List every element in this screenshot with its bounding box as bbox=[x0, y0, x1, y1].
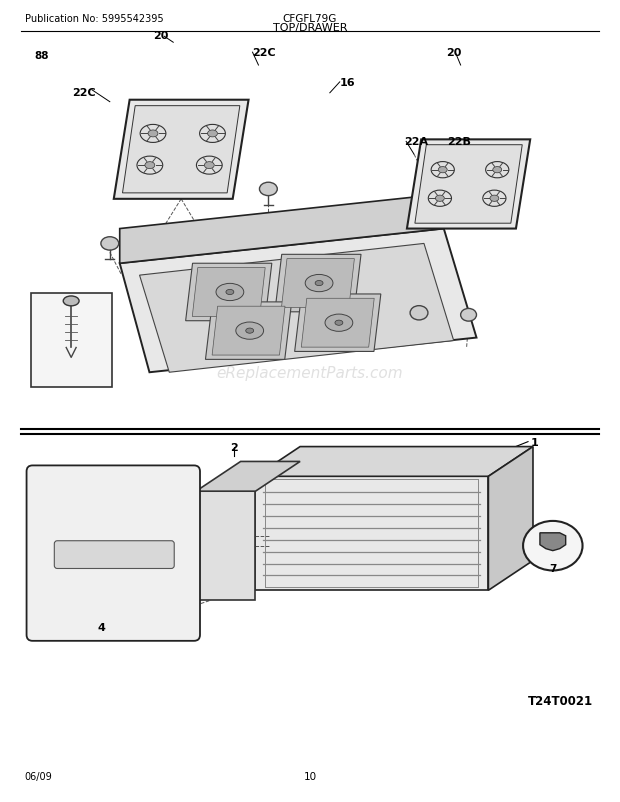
Ellipse shape bbox=[205, 163, 215, 169]
Polygon shape bbox=[294, 294, 381, 352]
Ellipse shape bbox=[305, 275, 333, 292]
FancyBboxPatch shape bbox=[55, 541, 174, 569]
Polygon shape bbox=[415, 145, 522, 224]
Polygon shape bbox=[114, 100, 249, 200]
Text: 22C: 22C bbox=[252, 48, 276, 58]
Polygon shape bbox=[407, 140, 530, 229]
Text: 88: 88 bbox=[35, 51, 49, 61]
Text: 22C: 22C bbox=[72, 87, 95, 98]
Text: 7: 7 bbox=[549, 563, 557, 573]
Ellipse shape bbox=[461, 309, 477, 322]
Polygon shape bbox=[30, 294, 112, 387]
Ellipse shape bbox=[259, 183, 277, 196]
Text: 22B: 22B bbox=[447, 137, 471, 148]
Ellipse shape bbox=[208, 131, 218, 138]
Ellipse shape bbox=[101, 237, 118, 251]
Ellipse shape bbox=[236, 322, 264, 340]
Ellipse shape bbox=[438, 168, 447, 173]
Text: 16: 16 bbox=[340, 78, 355, 87]
Text: 22A: 22A bbox=[404, 137, 428, 148]
Ellipse shape bbox=[435, 196, 445, 202]
Text: 20: 20 bbox=[153, 31, 169, 41]
FancyBboxPatch shape bbox=[27, 466, 200, 641]
Text: 20: 20 bbox=[446, 48, 461, 58]
Polygon shape bbox=[301, 299, 374, 348]
Polygon shape bbox=[255, 447, 533, 476]
Polygon shape bbox=[489, 447, 533, 590]
Ellipse shape bbox=[493, 168, 502, 173]
Polygon shape bbox=[255, 476, 489, 590]
Ellipse shape bbox=[145, 163, 155, 169]
Ellipse shape bbox=[410, 306, 428, 321]
Text: 1: 1 bbox=[531, 437, 539, 448]
Polygon shape bbox=[120, 195, 444, 264]
Text: T24T0021: T24T0021 bbox=[528, 695, 593, 707]
Text: TOP/DRAWER: TOP/DRAWER bbox=[273, 23, 347, 34]
Polygon shape bbox=[281, 259, 355, 308]
Polygon shape bbox=[196, 492, 255, 601]
Text: 4: 4 bbox=[98, 622, 106, 632]
Text: CFGFL79G: CFGFL79G bbox=[283, 14, 337, 23]
Polygon shape bbox=[123, 107, 240, 193]
Ellipse shape bbox=[523, 521, 583, 571]
Polygon shape bbox=[196, 462, 300, 492]
Ellipse shape bbox=[325, 314, 353, 332]
Text: 06/09: 06/09 bbox=[25, 771, 52, 780]
Ellipse shape bbox=[335, 321, 343, 326]
Ellipse shape bbox=[490, 196, 499, 202]
Ellipse shape bbox=[148, 131, 158, 138]
Text: eReplacementParts.com: eReplacementParts.com bbox=[216, 365, 404, 380]
Text: 2: 2 bbox=[230, 442, 237, 452]
Polygon shape bbox=[275, 255, 361, 313]
Ellipse shape bbox=[315, 282, 323, 286]
Polygon shape bbox=[540, 533, 565, 551]
Ellipse shape bbox=[246, 329, 254, 334]
Polygon shape bbox=[205, 302, 291, 360]
Polygon shape bbox=[140, 244, 454, 373]
Text: Publication No: 5995542395: Publication No: 5995542395 bbox=[25, 14, 163, 23]
Polygon shape bbox=[192, 268, 265, 317]
Text: 10: 10 bbox=[303, 771, 317, 780]
Ellipse shape bbox=[63, 297, 79, 306]
Polygon shape bbox=[212, 307, 285, 355]
Polygon shape bbox=[185, 264, 272, 322]
Polygon shape bbox=[120, 229, 477, 373]
Ellipse shape bbox=[216, 284, 244, 302]
Ellipse shape bbox=[226, 290, 234, 295]
